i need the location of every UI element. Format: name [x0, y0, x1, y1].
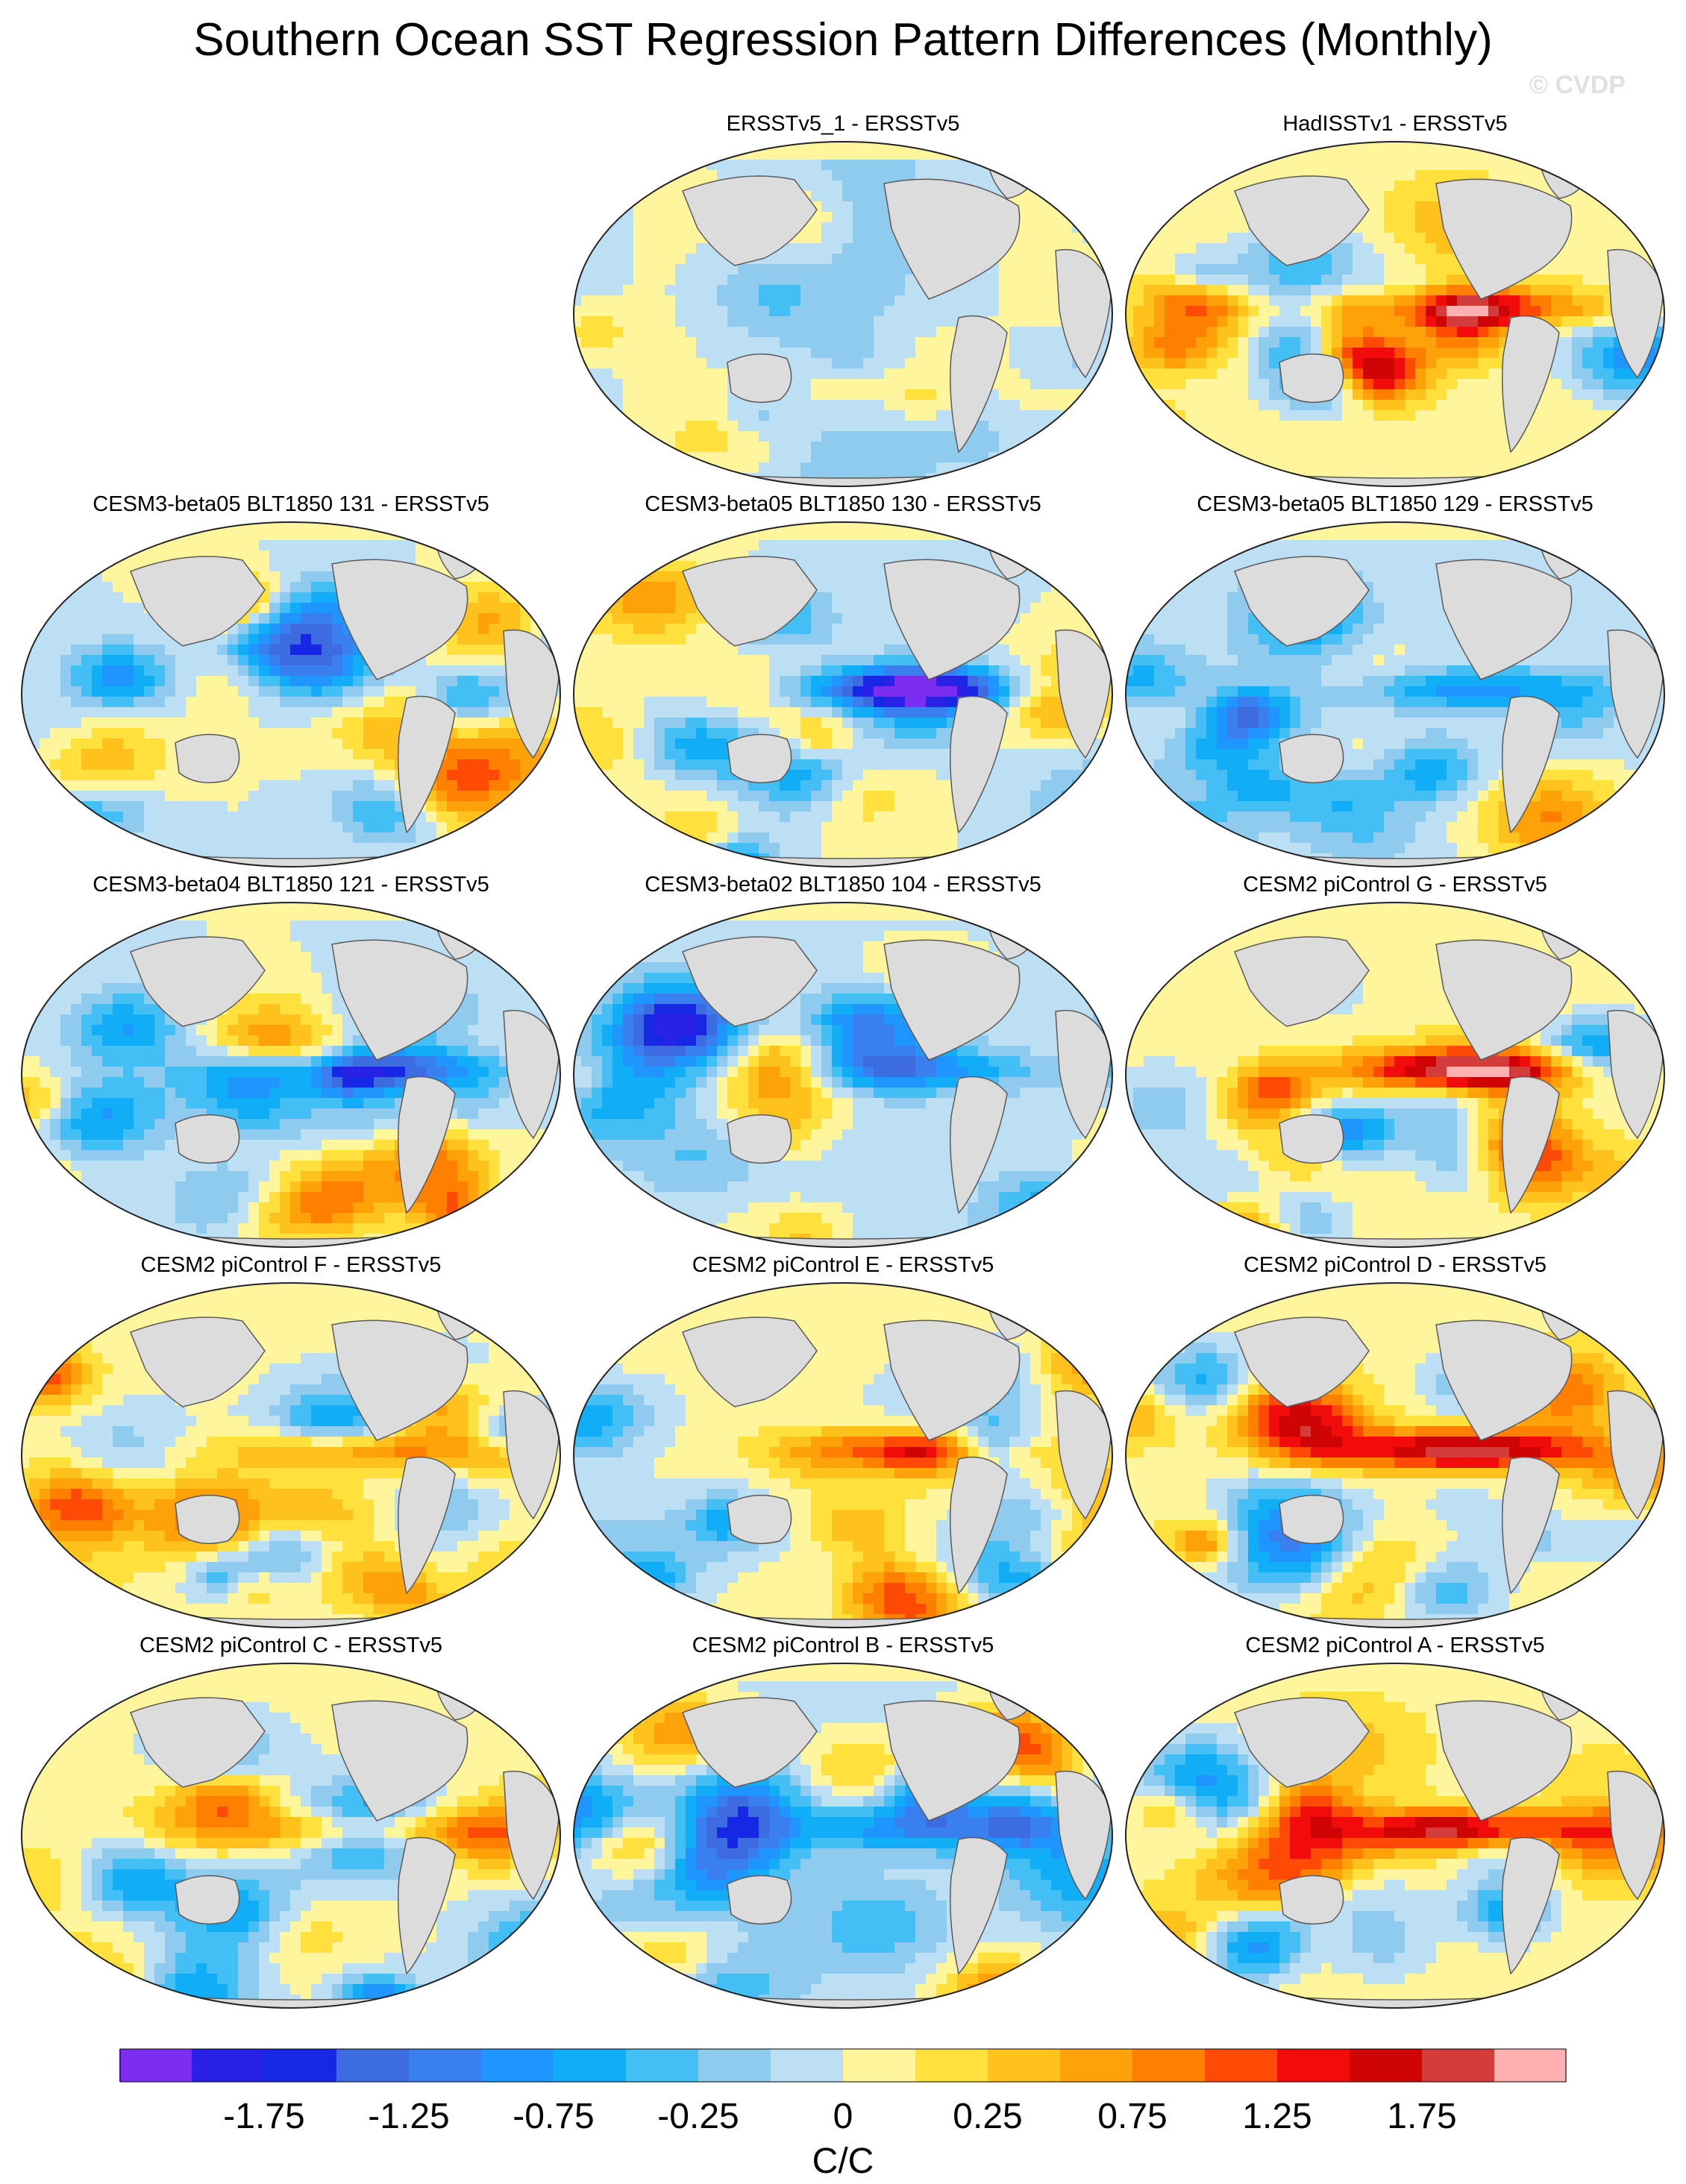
colorbar-tick-label: -1.25 — [349, 2096, 468, 2137]
colorbar-bin — [915, 2049, 988, 2082]
robinson-map — [573, 902, 1113, 1248]
colorbar-bin — [771, 2049, 843, 2082]
colorbar-tick-label: 1.25 — [1218, 2096, 1337, 2137]
map-panel: CESM3-beta05 BLT1850 131 - ERSSTv5 — [15, 492, 567, 880]
robinson-map — [21, 521, 561, 867]
panel-title: ERSSTv5_1 - ERSSTv5 — [567, 112, 1119, 136]
colorbar-bin — [1494, 2049, 1567, 2082]
colorbar-tick-label: -0.75 — [494, 2096, 613, 2137]
sst-anomaly-field — [1126, 142, 1664, 486]
map-panel: CESM2 piControl E - ERSSTv5 — [567, 1253, 1119, 1641]
robinson-map — [21, 1663, 561, 2009]
colorbar-bin — [843, 2049, 915, 2082]
sst-anomaly-field — [1126, 1283, 1664, 1628]
sst-anomaly-field — [574, 1663, 1112, 2008]
sst-anomaly-field — [1126, 1663, 1664, 2008]
colorbar-bin — [192, 2049, 264, 2082]
map-panel: CESM3-beta05 BLT1850 129 - ERSSTv5 — [1119, 492, 1671, 880]
colorbar-bin — [626, 2049, 698, 2082]
cvdp-credit: © CVDP — [1529, 71, 1626, 100]
sst-anomaly-field — [574, 142, 1112, 486]
panel-title: CESM2 piControl B - ERSSTv5 — [567, 1634, 1119, 1658]
panel-title: CESM2 piControl C - ERSSTv5 — [15, 1634, 567, 1658]
robinson-map — [1125, 1282, 1665, 1628]
colorbar-bin — [264, 2049, 336, 2082]
panel-title: CESM3-beta05 BLT1850 130 - ERSSTv5 — [567, 492, 1119, 517]
panel-title: CESM3-beta04 BLT1850 121 - ERSSTv5 — [15, 873, 567, 897]
sst-anomaly-field — [574, 1283, 1112, 1628]
panel-title: CESM3-beta05 BLT1850 129 - ERSSTv5 — [1119, 492, 1671, 517]
colorbar-bin — [1060, 2049, 1132, 2082]
colorbar-tick-label: -1.75 — [204, 2096, 324, 2137]
colorbar-bin — [1205, 2049, 1277, 2082]
robinson-map — [21, 902, 561, 1248]
figure-title: Southern Ocean SST Regression Pattern Di… — [0, 13, 1686, 66]
map-panel: CESM2 piControl A - ERSSTv5 — [1119, 1634, 1671, 2021]
panel-title: CESM2 piControl F - ERSSTv5 — [15, 1253, 567, 1278]
colorbar-bin — [119, 2049, 192, 2082]
robinson-map — [573, 1282, 1113, 1628]
colorbar-tick-label: 0 — [783, 2096, 903, 2137]
sst-anomaly-field — [22, 1663, 560, 2008]
sst-anomaly-field — [1126, 522, 1664, 867]
panel-title: HadISSTv1 - ERSSTv5 — [1119, 112, 1671, 136]
map-panel: ERSSTv5_1 - ERSSTv5 — [567, 112, 1119, 500]
colorbar-tick-label: 0.25 — [928, 2096, 1047, 2137]
robinson-map — [573, 521, 1113, 867]
colorbar-bin — [1350, 2049, 1422, 2082]
colorbar-bin — [698, 2049, 771, 2082]
map-panel: CESM3-beta04 BLT1850 121 - ERSSTv5 — [15, 873, 567, 1261]
colorbar — [119, 2048, 1567, 2083]
robinson-map — [1125, 902, 1665, 1248]
map-panel: CESM2 piControl F - ERSSTv5 — [15, 1253, 567, 1641]
panel-title: CESM2 piControl E - ERSSTv5 — [567, 1253, 1119, 1278]
map-panel: HadISSTv1 - ERSSTv5 — [1119, 112, 1671, 500]
panel-title: CESM2 piControl D - ERSSTv5 — [1119, 1253, 1671, 1278]
panel-title: CESM2 piControl A - ERSSTv5 — [1119, 1634, 1671, 1658]
colorbar-bin — [1132, 2049, 1205, 2082]
robinson-map — [573, 141, 1113, 487]
robinson-map — [1125, 521, 1665, 867]
sst-anomaly-field — [22, 903, 560, 1247]
map-panel: CESM2 piControl B - ERSSTv5 — [567, 1634, 1119, 2021]
colorbar-bin — [409, 2049, 481, 2082]
map-panel: CESM3-beta05 BLT1850 130 - ERSSTv5 — [567, 492, 1119, 880]
sst-anomaly-field — [574, 522, 1112, 867]
colorbar-tick-label: 1.75 — [1362, 2096, 1482, 2137]
map-panel: CESM2 piControl C - ERSSTv5 — [15, 1634, 567, 2021]
colorbar-bin — [1277, 2049, 1350, 2082]
map-panel: CESM2 piControl G - ERSSTv5 — [1119, 873, 1671, 1261]
sst-anomaly-field — [22, 522, 560, 867]
robinson-map — [1125, 1663, 1665, 2009]
robinson-map — [573, 1663, 1113, 2009]
sst-anomaly-field — [22, 1283, 560, 1628]
colorbar-bin — [481, 2049, 554, 2082]
colorbar-bin — [336, 2049, 409, 2082]
robinson-map — [1125, 141, 1665, 487]
sst-anomaly-field — [574, 903, 1112, 1247]
colorbar-tick-label: -0.25 — [639, 2096, 758, 2137]
colorbar-bin — [1422, 2049, 1494, 2082]
colorbar-bin — [988, 2049, 1060, 2082]
robinson-map — [21, 1282, 561, 1628]
colorbar-units: C/C — [0, 2141, 1686, 2182]
colorbar-tick-label: 0.75 — [1073, 2096, 1192, 2137]
map-panel: CESM2 piControl D - ERSSTv5 — [1119, 1253, 1671, 1641]
sst-anomaly-field — [1126, 903, 1664, 1247]
panel-title: CESM3-beta02 BLT1850 104 - ERSSTv5 — [567, 873, 1119, 897]
colorbar-bin — [554, 2049, 626, 2082]
map-panel: CESM3-beta02 BLT1850 104 - ERSSTv5 — [567, 873, 1119, 1261]
panel-title: CESM3-beta05 BLT1850 131 - ERSSTv5 — [15, 492, 567, 517]
panel-title: CESM2 piControl G - ERSSTv5 — [1119, 873, 1671, 897]
